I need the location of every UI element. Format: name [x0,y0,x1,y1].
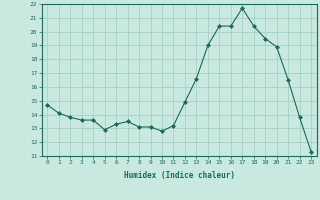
X-axis label: Humidex (Indice chaleur): Humidex (Indice chaleur) [124,171,235,180]
